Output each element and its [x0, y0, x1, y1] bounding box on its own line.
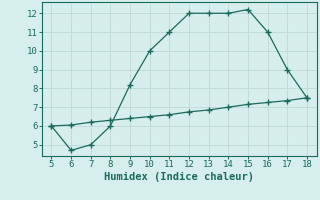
X-axis label: Humidex (Indice chaleur): Humidex (Indice chaleur): [104, 172, 254, 182]
